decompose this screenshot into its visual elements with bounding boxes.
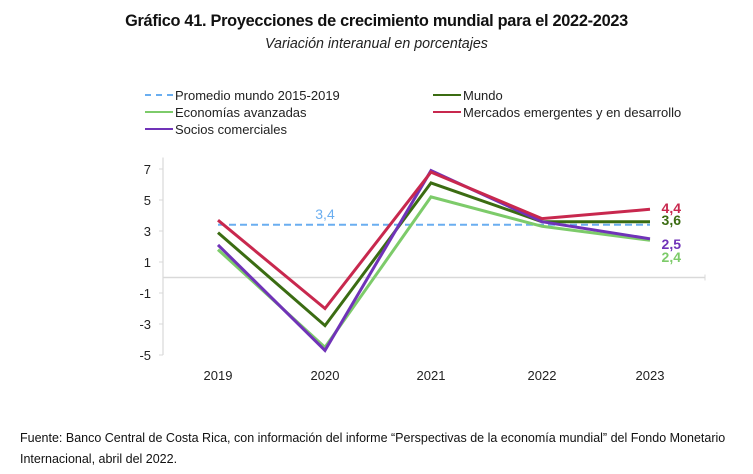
- legend-item-socios: Socios comerciales: [145, 121, 287, 137]
- x-tick-label: 2021: [417, 368, 446, 383]
- chart-subtitle: Variación interanual en porcentajes: [265, 35, 488, 52]
- data-labels: 3,4 4,43,6 2,52,4: [315, 200, 681, 265]
- legend-swatch: [145, 111, 173, 113]
- legend-swatch: [433, 94, 461, 96]
- end-label: 3,6: [662, 212, 682, 228]
- x-tick-label: 2023: [636, 368, 665, 383]
- legend-label: Mercados emergentes y en desarrollo: [463, 104, 682, 120]
- series-line-mercados-emergentes-y-en-desarrollo: [217, 170, 651, 311]
- legend-label: Promedio mundo 2015-2019: [175, 87, 340, 103]
- end-label: 4,4: [662, 200, 682, 216]
- legend-label: Mundo: [463, 87, 503, 103]
- y-tick-label: -5: [139, 348, 151, 363]
- legend-swatch: [145, 128, 173, 130]
- legend-item-mercados: Mercados emergentes y en desarrollo: [433, 104, 681, 120]
- annotation-promedio: 3,4: [315, 206, 335, 222]
- y-tick-label: 3: [144, 224, 151, 239]
- chart-title: Gráfico 41. Proyecciones de crecimiento …: [125, 11, 628, 30]
- legend-item-economias: Economías avanzadas: [145, 104, 307, 120]
- legend-item-promedio: Promedio mundo 2015-2019: [145, 87, 340, 103]
- legend-label: Socios comerciales: [175, 121, 287, 137]
- y-tick-label: 5: [144, 193, 151, 208]
- legend-label: Economías avanzadas: [175, 104, 307, 120]
- legend-swatch: [433, 111, 461, 113]
- end-label: 2,4: [662, 249, 682, 265]
- end-label: 2,5: [662, 236, 682, 252]
- series-group: [216, 168, 651, 353]
- y-tick-label: -1: [139, 286, 151, 301]
- x-tick-label: 2020: [311, 368, 340, 383]
- y-tick-label: -3: [139, 317, 151, 332]
- axes: 7 5 3 1 -1 -3 -5 2019 2020 2021 2022 2023: [139, 157, 706, 383]
- y-tick-label: 7: [144, 162, 151, 177]
- y-tick-label: 1: [144, 255, 151, 270]
- x-tick-label: 2022: [528, 368, 557, 383]
- legend-swatch-dashed: [145, 94, 173, 96]
- source-note: Fuente: Banco Central de Costa Rica, con…: [20, 431, 726, 466]
- x-tick-label: 2019: [204, 368, 233, 383]
- series-line-mundo: [217, 181, 650, 328]
- legend-item-mundo: Mundo: [433, 87, 503, 103]
